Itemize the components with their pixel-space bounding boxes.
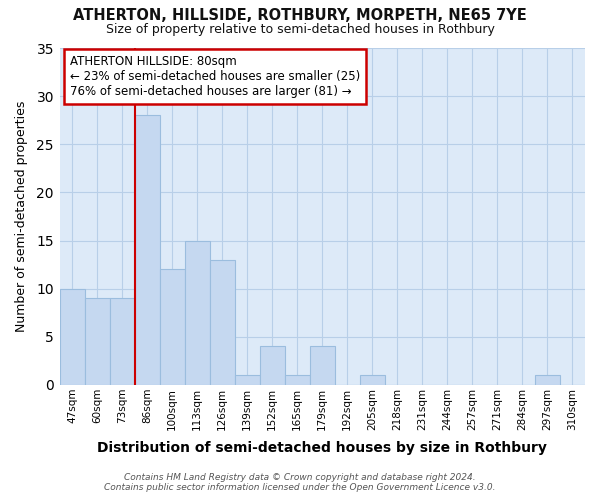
- Text: Contains HM Land Registry data © Crown copyright and database right 2024.
Contai: Contains HM Land Registry data © Crown c…: [104, 473, 496, 492]
- Bar: [160, 270, 185, 385]
- Bar: [535, 376, 560, 385]
- Text: Size of property relative to semi-detached houses in Rothbury: Size of property relative to semi-detach…: [106, 22, 494, 36]
- Bar: [260, 346, 285, 385]
- X-axis label: Distribution of semi-detached houses by size in Rothbury: Distribution of semi-detached houses by …: [97, 441, 547, 455]
- Bar: [310, 346, 335, 385]
- Bar: [209, 260, 235, 385]
- Bar: [285, 376, 310, 385]
- Text: ATHERTON, HILLSIDE, ROTHBURY, MORPETH, NE65 7YE: ATHERTON, HILLSIDE, ROTHBURY, MORPETH, N…: [73, 8, 527, 22]
- Text: ATHERTON HILLSIDE: 80sqm
← 23% of semi-detached houses are smaller (25)
76% of s: ATHERTON HILLSIDE: 80sqm ← 23% of semi-d…: [70, 54, 360, 98]
- Bar: [185, 240, 209, 385]
- Bar: [134, 116, 160, 385]
- Bar: [360, 376, 385, 385]
- Y-axis label: Number of semi-detached properties: Number of semi-detached properties: [15, 101, 28, 332]
- Bar: [235, 376, 260, 385]
- Bar: [59, 288, 85, 385]
- Bar: [85, 298, 110, 385]
- Bar: [110, 298, 134, 385]
